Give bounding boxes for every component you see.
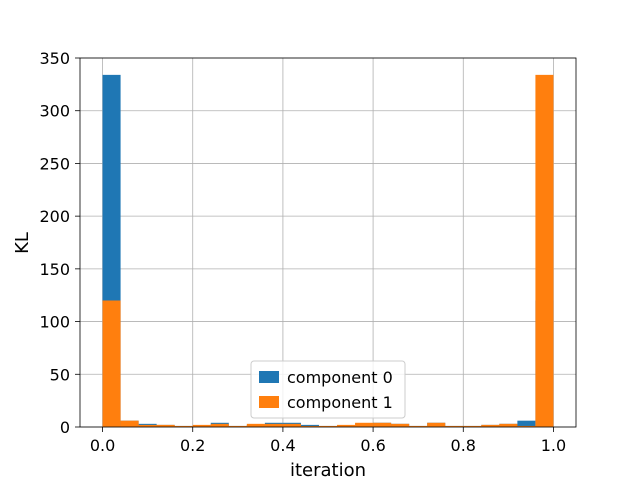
legend-swatch (259, 396, 279, 408)
x-tick-label: 0.8 (451, 436, 476, 455)
legend: component 0 component 1 (250, 360, 406, 419)
bar-component-1 (246, 423, 265, 427)
bar-component-1 (318, 425, 338, 427)
x-tick-label: 0.6 (360, 436, 385, 455)
bar-component-1 (102, 300, 121, 427)
bar-component-1 (120, 420, 139, 427)
bar-component-0 (517, 420, 536, 427)
bars (102, 74, 554, 428)
legend-label: component 1 (287, 393, 393, 412)
plot-frame (79, 57, 577, 428)
bar-component-1 (264, 423, 283, 427)
bar-component-1 (481, 424, 500, 427)
legend-swatch (259, 371, 279, 383)
y-tick-label: 200 (39, 207, 70, 226)
bar-component-1 (228, 425, 247, 427)
bar-component-1 (138, 424, 157, 427)
x-axis-label: iteration (290, 460, 366, 480)
bar-component-1 (282, 423, 301, 427)
y-tick-label: 50 (50, 365, 70, 384)
y-tick-label: 300 (39, 102, 70, 121)
bar-component-1 (409, 425, 428, 427)
y-tick-label: 250 (39, 154, 70, 173)
y-tick-label: 350 (39, 49, 70, 68)
x-tick-label: 0.4 (270, 436, 295, 455)
bar-component-1 (192, 424, 211, 427)
bar-component-1 (463, 425, 482, 427)
legend-box (250, 360, 406, 419)
bar-component-1 (156, 424, 175, 427)
y-tick-label: 150 (39, 260, 70, 279)
x-axis-ticks: 0.0 0.2 0.4 0.6 0.8 1.0 (90, 427, 566, 455)
bar-component-1 (337, 424, 356, 427)
y-axis-ticks: 0 50 100 150 200 250 300 350 (39, 49, 80, 437)
bar-component-1 (210, 423, 229, 427)
x-tick-label: 1.0 (541, 436, 566, 455)
bar-component-1 (174, 425, 193, 427)
bar-component-1 (427, 422, 446, 427)
y-axis-label: KL (12, 232, 33, 254)
y-tick-label: 100 (39, 313, 70, 332)
bar-component-1 (391, 423, 410, 427)
x-tick-label: 0.0 (90, 436, 115, 455)
y-tick-label: 0 (60, 418, 70, 437)
legend-label: component 0 (287, 368, 393, 387)
bar-component-1 (445, 425, 464, 427)
bar-component-1 (373, 422, 392, 427)
x-tick-label: 0.2 (180, 436, 205, 455)
bar-component-1 (355, 422, 374, 427)
bar-component-1 (499, 423, 518, 427)
bar-component-1 (535, 74, 554, 428)
bar-component-1 (517, 425, 536, 427)
bar-component-1 (300, 425, 319, 427)
